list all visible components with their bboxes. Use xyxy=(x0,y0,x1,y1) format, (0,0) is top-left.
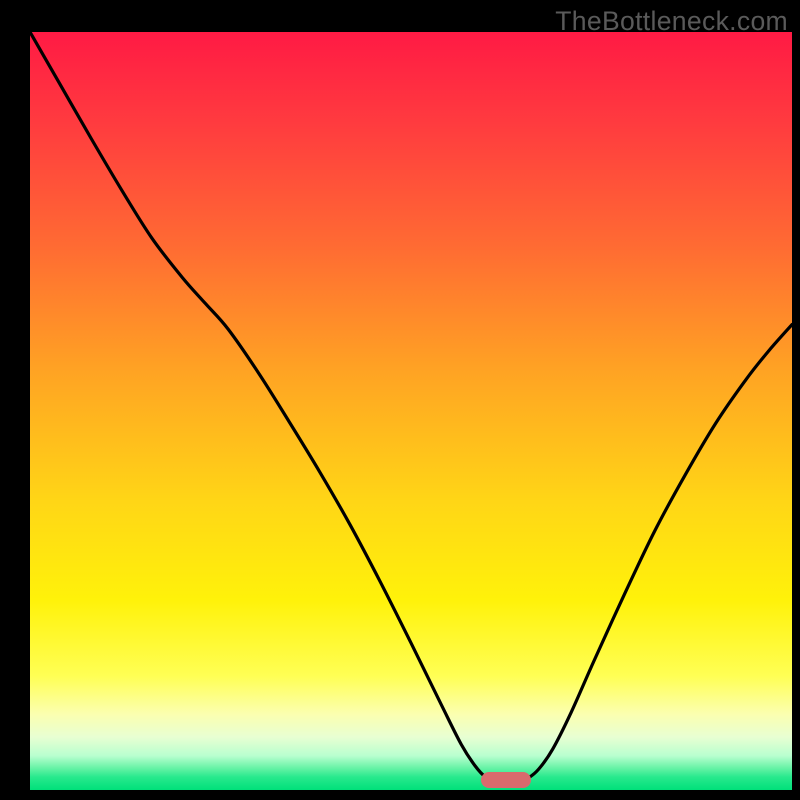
border-right xyxy=(792,0,800,800)
border-bottom xyxy=(0,790,800,800)
watermark-text: TheBottleneck.com xyxy=(555,6,788,37)
optimal-zone-marker xyxy=(481,772,531,788)
bottleneck-chart: TheBottleneck.com xyxy=(0,0,800,800)
border-left xyxy=(0,0,30,800)
heat-gradient-background xyxy=(30,32,792,790)
plot-area xyxy=(30,32,792,790)
